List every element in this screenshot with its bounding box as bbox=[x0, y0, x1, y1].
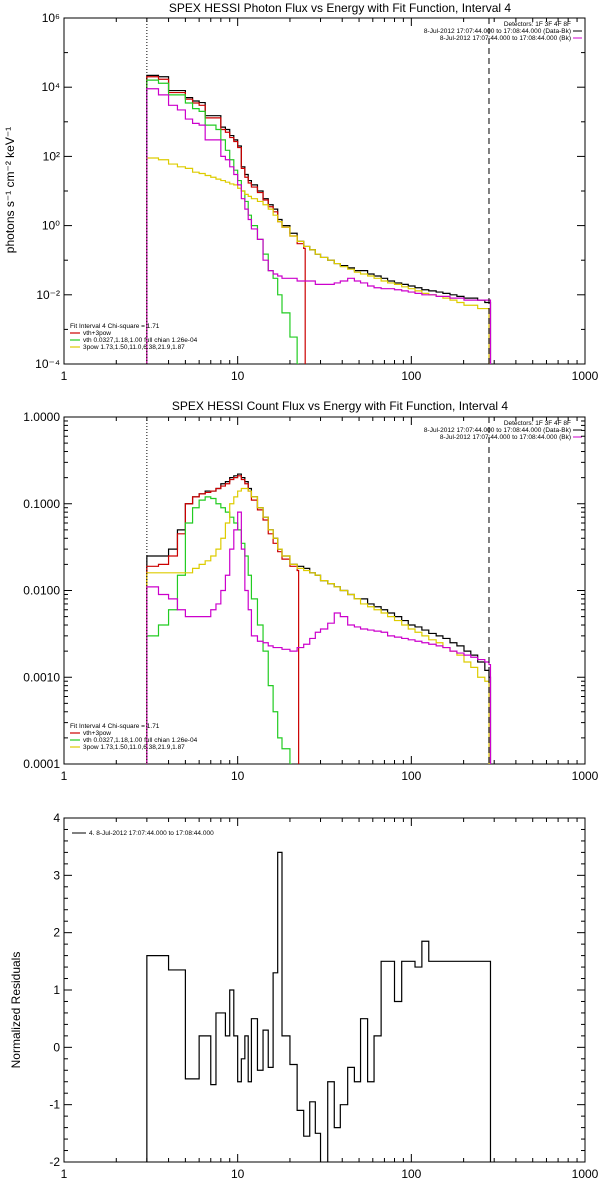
x-tick-label: 10 bbox=[231, 1167, 245, 1181]
legend-bottom-header: Fit Interval 4 Chi-square = 1.71 bbox=[70, 323, 160, 330]
x-tick-label: 1000 bbox=[572, 369, 599, 383]
x-tick-label: 1 bbox=[61, 369, 68, 383]
y-tick-label: 0 bbox=[53, 1040, 60, 1054]
residuals-panel: Normalized Residuals 4. 8-Jul-2012 17:07… bbox=[9, 811, 599, 1181]
y-tick-label: 1 bbox=[53, 983, 60, 997]
y-tick-label: -1 bbox=[49, 1098, 60, 1112]
photon-flux-ylabel: photons s⁻¹ cm⁻² keV⁻¹ bbox=[3, 127, 17, 253]
photon-flux-legend-top: Detectors: 1F 3F 4F 8F8-Jul-2012 17:07:4… bbox=[424, 21, 582, 42]
x-tick-label: 100 bbox=[401, 769, 421, 783]
legend-top-text: Detectors: 1F 3F 4F 8F bbox=[504, 420, 571, 427]
legend-bottom-entry: vth+3pow bbox=[83, 730, 111, 737]
series-line-0 bbox=[146, 74, 492, 364]
legend-bottom-entry: vth 0.0327,1.18,1.00 full chian 1.26e-04 bbox=[83, 337, 198, 344]
y-tick-label: 10⁰ bbox=[42, 219, 60, 233]
y-tick-label: 10⁴ bbox=[41, 80, 60, 94]
legend-top-text: 8-Jul-2012 17:07:44.000 to 17:08:44.000 … bbox=[424, 28, 571, 35]
series-line-3 bbox=[146, 487, 491, 764]
plot-frame bbox=[63, 817, 586, 1163]
legend-top-text: Detectors: 1F 3F 4F 8F bbox=[504, 21, 571, 28]
y-tick-label: 10⁻⁴ bbox=[35, 357, 60, 371]
y-tick-label: 0.1000 bbox=[23, 497, 60, 511]
y-tick-label: 1.0000 bbox=[23, 410, 60, 424]
residual-legend-text: 4. 8-Jul-2012 17:07:44.000 to 17:08:44.0… bbox=[89, 830, 214, 837]
count-flux-legend-bottom: Fit Interval 4 Chi-square = 1.71vth+3pow… bbox=[70, 723, 198, 751]
count-flux-panel: SPEX HESSI Count Flux vs Energy with Fit… bbox=[23, 399, 598, 783]
y-tick-label: 0.0010 bbox=[23, 670, 60, 684]
y-tick-label: 4 bbox=[53, 811, 60, 825]
y-tick-label: 10⁶ bbox=[42, 11, 60, 25]
y-tick-label: 0.0001 bbox=[23, 757, 60, 771]
legend-top-text: 8-Jul-2012 17:07:44.000 to 17:08:44.000 … bbox=[440, 35, 571, 42]
x-tick-label: 1000 bbox=[572, 769, 599, 783]
residuals-legend: 4. 8-Jul-2012 17:07:44.000 to 17:08:44.0… bbox=[72, 830, 214, 837]
x-tick-label: 1000 bbox=[572, 1167, 599, 1181]
photon-flux-legend-bottom: Fit Interval 4 Chi-square = 1.71vth+3pow… bbox=[70, 323, 198, 351]
x-tick-label: 10 bbox=[231, 769, 245, 783]
y-tick-label: 2 bbox=[53, 926, 60, 940]
x-tick-label: 100 bbox=[401, 1167, 421, 1181]
y-tick-label: 0.0100 bbox=[23, 584, 60, 598]
plot-frame bbox=[63, 17, 586, 365]
series-line-4 bbox=[146, 511, 492, 764]
x-tick-label: 1 bbox=[61, 1167, 68, 1181]
x-tick-label: 100 bbox=[401, 369, 421, 383]
series-line-0 bbox=[146, 473, 492, 764]
plot-frame bbox=[63, 416, 586, 765]
count-flux-title: SPEX HESSI Count Flux vs Energy with Fit… bbox=[172, 399, 508, 413]
legend-bottom-entry: 3pow 1.73,1.50,11.0,6.38,21.9,1.87 bbox=[83, 744, 185, 751]
x-tick-label: 10 bbox=[231, 369, 245, 383]
x-tick-label: 1 bbox=[61, 769, 68, 783]
residuals-ylabel: Normalized Residuals bbox=[9, 952, 23, 1069]
y-tick-label: 10² bbox=[43, 149, 60, 163]
legend-bottom-entry: 3pow 1.73,1.50,11.0,6.38,21.9,1.87 bbox=[83, 344, 185, 351]
legend-top-text: 8-Jul-2012 17:07:44.000 to 17:08:44.000 … bbox=[440, 434, 571, 441]
series-line-2 bbox=[146, 79, 299, 364]
y-tick-label: 10⁻² bbox=[36, 288, 60, 302]
legend-top-text: 8-Jul-2012 17:07:44.000 to 17:08:44.000 … bbox=[424, 427, 571, 434]
series-line-3 bbox=[146, 157, 491, 364]
series-line-0 bbox=[146, 851, 492, 1162]
series-line-1 bbox=[146, 475, 300, 764]
series-line-2 bbox=[146, 496, 292, 764]
photon-flux-title: SPEX HESSI Photon Flux vs Energy with Fi… bbox=[169, 1, 511, 15]
photon-flux-panel: SPEX HESSI Photon Flux vs Energy with Fi… bbox=[3, 1, 599, 383]
legend-bottom-entry: vth+3pow bbox=[83, 330, 111, 337]
legend-bottom-entry: vth 0.0327,1.18,1.00 full chian 1.26e-04 bbox=[83, 737, 198, 744]
y-tick-label: 3 bbox=[53, 868, 60, 882]
y-tick-label: -2 bbox=[49, 1155, 60, 1169]
count-flux-legend-top: Detectors: 1F 3F 4F 8F8-Jul-2012 17:07:4… bbox=[424, 420, 582, 441]
legend-bottom-header: Fit Interval 4 Chi-square = 1.71 bbox=[70, 723, 160, 730]
series-line-4 bbox=[146, 88, 492, 364]
